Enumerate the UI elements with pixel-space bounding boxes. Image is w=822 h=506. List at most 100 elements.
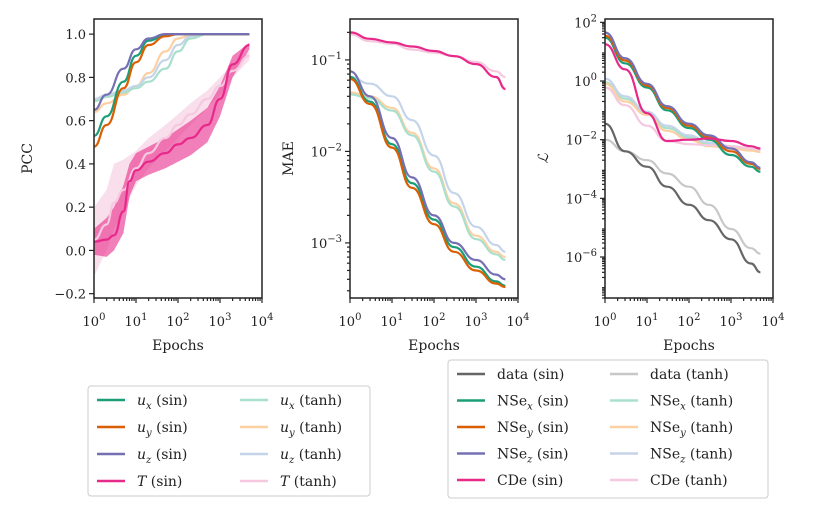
y-tick-label: 0.6 [65,115,86,130]
y-tick-label: −0.2 [54,288,86,303]
y-tick-label: 0.2 [65,201,86,216]
series-line-data (sin) [605,122,761,274]
y-tick-label: 0.8 [65,71,86,86]
legend-label: CDe (tanh) [650,473,728,489]
x-tick-label: 104 [251,312,274,330]
legend-entry: data (sin) [457,367,564,383]
x-tick-label: 104 [507,312,530,330]
loss-panel: 100 101 102 103 104 10−6 10−4 10−2 100 102 Epochs ℒ [536,13,784,354]
legend-entry: uz (tanh) [240,447,342,466]
plot-area [350,31,506,289]
series-line-CDe (sin) [605,43,761,150]
legend-label: uy (sin) [137,420,188,439]
plot-frame [349,18,519,299]
mae-panel: 100 101 102 103 104 10−3 10−2 10−1 Epochs MAE [281,18,530,354]
legend-label: NSey (sin) [497,420,569,439]
legend-label: NSex (sin) [497,394,569,413]
legend-entry: T (sin) [97,474,182,490]
legend-entry: NSey (sin) [457,420,569,439]
legend-entry: NSez (tanh) [610,447,733,466]
legend-entry: ux (tanh) [240,393,342,412]
plot-area [94,32,250,277]
x-tick-label: 102 [423,312,446,330]
y-tick-label: 10−3 [311,234,342,252]
legend-label: T (tanh) [280,474,337,490]
legend-label: NSez (tanh) [650,447,733,466]
legend-entry: uy (sin) [97,420,188,439]
legend-entry: uz (sin) [97,447,187,466]
series-line-u_z (tanh) [350,75,506,253]
legend-label: NSez (sin) [497,447,568,466]
series-line-u_x (sin) [350,75,506,287]
series-line-NSe_x (sin) [605,36,761,173]
legend-entry: data (tanh) [610,367,729,383]
legend-entry: NSey (tanh) [610,420,733,439]
legend-label: data (sin) [497,367,564,383]
legend-entry: NSez (sin) [457,447,568,466]
y-tick-label: 0.4 [65,158,86,173]
legend-entry: ux (sin) [97,393,188,412]
pcc-panel: 100 101 102 103 104 −0.2 0.0 0.2 0.4 0.6 0.8 1.0 Epo… [20,18,274,354]
legend-entry: T (tanh) [240,474,337,490]
series-line-u_z (sin) [350,70,506,281]
series-line-T (sin) [350,31,506,91]
legend-entry: NSex (tanh) [610,394,733,413]
series-line-T (tanh) [350,33,506,79]
legend-label: uy (tanh) [280,420,342,439]
y-axis-label: MAE [281,141,297,176]
y-tick-label: 0.0 [65,244,86,259]
series-line-NSe_y (sin) [605,34,761,171]
x-tick-label: 100 [339,312,362,330]
x-tick-label: 101 [636,312,659,330]
series-line-u_z (sin) [94,32,250,111]
series-line-u_y (sin) [350,77,506,289]
legend-entry: CDe (sin) [457,473,563,489]
series-line-CDe (tanh) [605,86,761,151]
legend-right: data (sin) NSex (sin) NSey (sin) NSez (sin)… [447,359,769,499]
x-tick-label: 100 [83,312,106,330]
x-tick-label: 103 [465,312,488,330]
x-tick-label: 103 [720,312,743,330]
x-tick-label: 101 [381,312,404,330]
legend-label: CDe (sin) [497,473,563,489]
legend-label: ux (tanh) [280,393,342,412]
x-tick-label: 103 [209,312,232,330]
series-line-T (sin) [94,43,250,243]
x-tick-label: 102 [678,312,701,330]
x-axis-label: Epochs [663,338,715,354]
series-line-u_x (tanh) [350,93,506,262]
legend-entry: uy (tanh) [240,420,342,439]
series-line-NSe_z (sin) [605,31,761,169]
legend-entry: NSex (sin) [457,394,569,413]
y-axis-label: ℒ [536,153,552,164]
legend-label: data (tanh) [650,367,729,383]
legend-frame [447,359,769,499]
legend-label: NSex (tanh) [650,394,733,413]
x-tick-label: 101 [125,312,148,330]
legend-label: T (sin) [137,474,182,490]
y-tick-label: 100 [574,72,597,90]
legend-label: uz (sin) [137,447,187,466]
legend-label: uz (tanh) [280,447,342,466]
x-axis-label: Epochs [152,338,204,354]
series-line-T (tanh) [94,54,250,241]
plot-area [605,31,761,274]
legend-label: ux (sin) [137,393,188,412]
legend-label: NSey (tanh) [650,420,733,439]
y-tick-label: 1.0 [65,28,86,43]
legend-frame [87,385,371,497]
x-tick-label: 104 [762,312,785,330]
legend-entry: CDe (tanh) [610,473,728,489]
x-tick-label: 102 [167,312,190,330]
y-axis-label: PCC [20,143,36,174]
y-tick-label: 10−1 [311,51,342,69]
x-axis-label: Epochs [408,338,460,354]
y-tick-label: 102 [574,13,597,31]
y-tick-label: 10−2 [311,142,342,160]
series-line-u_y (tanh) [350,91,506,259]
legend-left: ux (sin) uy (sin) uz (sin) T (sin) ux (tanh)… [87,385,371,497]
y-tick-label: 10−4 [566,189,597,207]
y-tick-label: 10−6 [566,248,597,266]
y-tick-label: 10−2 [566,131,597,149]
